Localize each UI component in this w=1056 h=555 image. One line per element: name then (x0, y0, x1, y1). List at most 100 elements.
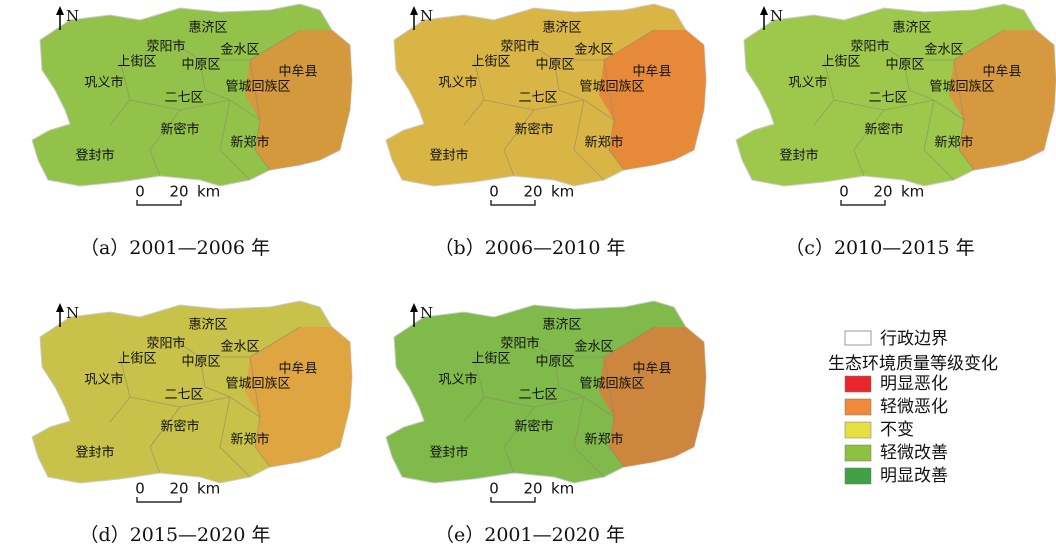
district-label: 上街区 (471, 55, 510, 70)
legend-label: 不变 (880, 420, 914, 440)
district-label: 管城回族区 (225, 79, 290, 95)
district-label: 巩义市 (84, 75, 123, 91)
district-label: 新密市 (160, 419, 199, 435)
district-label: 惠济区 (892, 21, 931, 36)
district-boundary (109, 29, 301, 181)
scale-twenty: 20 (873, 183, 892, 201)
scale-unit: km (197, 183, 220, 201)
panel-caption: （a）2001—2006 年 (80, 237, 270, 259)
district-label: 中牟县 (278, 362, 317, 377)
scale-unit: km (901, 183, 924, 201)
district-label: 管城回族区 (929, 79, 994, 95)
district-label: 二七区 (518, 388, 557, 403)
district-label: 荥阳市 (500, 39, 539, 55)
district-label: 新密市 (514, 419, 553, 435)
district-label: 金水区 (924, 42, 963, 58)
district-label: 新郑市 (584, 432, 623, 448)
east-region (245, 30, 352, 170)
district-label: 巩义市 (438, 372, 477, 388)
north-arrow-head (760, 6, 768, 15)
legend-label: 轻微改善 (880, 443, 948, 463)
district-label: 荥阳市 (146, 336, 185, 352)
scale-twenty: 20 (523, 183, 542, 201)
district-label: 中原区 (885, 58, 924, 73)
district-label: 新密市 (864, 122, 903, 138)
scale-twenty: 20 (169, 183, 188, 201)
scale-zero: 0 (839, 183, 849, 201)
north-label: N (770, 7, 783, 25)
north-arrow-head (56, 6, 64, 15)
legend-swatch (844, 398, 872, 416)
scale-bar (136, 200, 182, 206)
east-region (599, 327, 706, 467)
north-label: N (420, 304, 433, 322)
district-label: 登封市 (75, 148, 114, 164)
scale-twenty: 20 (523, 480, 542, 498)
legend-title: 生态环境质量等级变化 (828, 354, 998, 374)
district-label: 登封市 (429, 148, 468, 164)
district-label: 新密市 (160, 122, 199, 138)
district-label: 荥阳市 (146, 39, 185, 55)
scale-zero: 0 (135, 183, 145, 201)
district-label: 荥阳市 (500, 336, 539, 352)
district-label: 中牟县 (632, 362, 671, 377)
legend-label: 轻微恶化 (880, 397, 948, 417)
scale-unit: km (551, 183, 574, 201)
legend-label: 明显改善 (880, 466, 948, 486)
district-label: 中牟县 (278, 65, 317, 80)
north-arrow-head (410, 6, 418, 15)
north-label: N (66, 7, 79, 25)
district-label: 惠济区 (188, 21, 227, 36)
boundary-swatch (844, 330, 872, 346)
district-label: 惠济区 (188, 318, 227, 333)
district-label: 金水区 (574, 339, 613, 355)
east-region (245, 327, 352, 467)
district-label: 荥阳市 (850, 39, 889, 55)
district-label: 上街区 (471, 352, 510, 367)
district-boundary (463, 326, 655, 478)
legend-swatch (844, 467, 872, 485)
north-label: N (66, 304, 79, 322)
district-label: 新郑市 (584, 135, 623, 151)
district-label: 管城回族区 (225, 376, 290, 392)
district-label: 新郑市 (230, 135, 269, 151)
district-label: 中原区 (535, 58, 574, 73)
district-label: 金水区 (220, 339, 259, 355)
panel-caption: （b）2006—2010 年 (435, 237, 626, 259)
district-label: 金水区 (574, 42, 613, 58)
district-label: 中牟县 (982, 65, 1021, 80)
district-label: 登封市 (429, 445, 468, 461)
district-label: 管城回族区 (579, 376, 644, 392)
district-label: 惠济区 (542, 21, 581, 36)
north-arrow-head (410, 303, 418, 312)
scale-bar (490, 497, 536, 503)
district-label: 中原区 (535, 355, 574, 370)
panel-caption: （d）2015—2020 年 (80, 524, 271, 546)
district-label: 巩义市 (438, 75, 477, 91)
east-region (599, 30, 706, 170)
district-label: 二七区 (868, 91, 907, 106)
district-label: 金水区 (220, 42, 259, 58)
legend-boundary: 行政边界 (880, 329, 948, 349)
district-label: 巩义市 (84, 372, 123, 388)
scale-zero: 0 (489, 480, 499, 498)
scale-bar (136, 497, 182, 503)
district-boundary (463, 29, 655, 181)
district-label: 二七区 (518, 91, 557, 106)
district-label: 新密市 (514, 122, 553, 138)
legend-swatch (844, 421, 872, 439)
district-label: 中原区 (181, 58, 220, 73)
district-label: 巩义市 (788, 75, 827, 91)
district-label: 登封市 (75, 445, 114, 461)
district-label: 新郑市 (230, 432, 269, 448)
scale-bar (490, 200, 536, 206)
district-label: 上街区 (117, 55, 156, 70)
panel-caption: （e）2001—2020 年 (435, 524, 625, 546)
scale-zero: 0 (135, 480, 145, 498)
